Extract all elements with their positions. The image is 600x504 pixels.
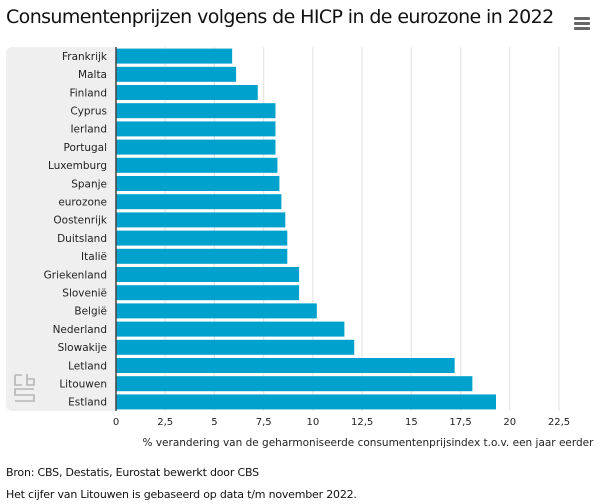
source-note: Bron: CBS, Destatis, Eurostat bewerkt do… — [6, 466, 259, 479]
x-tick-label: 5 — [211, 417, 217, 428]
bar[interactable] — [116, 85, 258, 100]
bar[interactable] — [116, 376, 473, 392]
category-label-panel — [6, 47, 116, 411]
bar[interactable] — [116, 139, 276, 155]
category-label: Spanje — [71, 178, 107, 190]
bar[interactable] — [116, 248, 288, 264]
bar[interactable] — [116, 48, 233, 64]
category-label: België — [74, 306, 107, 318]
bars — [116, 48, 496, 410]
chart-title: Consumentenprijzen volgens de HICP in de… — [6, 6, 554, 28]
bar[interactable] — [116, 285, 300, 301]
x-tick-label: 22,5 — [548, 417, 570, 428]
category-label: Cyprus — [70, 106, 107, 118]
gridlines — [164, 47, 560, 411]
category-label: eurozone — [58, 197, 107, 209]
x-tick-label: 20 — [503, 417, 516, 428]
bar[interactable] — [116, 230, 288, 246]
bar[interactable] — [116, 176, 280, 191]
category-label: Luxemburg — [48, 160, 107, 172]
category-label: Oostenrijk — [53, 215, 108, 227]
bar[interactable] — [116, 121, 276, 137]
category-label: Griekenland — [44, 269, 107, 281]
bar[interactable] — [116, 394, 496, 410]
cbs-logo-icon — [14, 374, 35, 402]
menu-line — [574, 17, 590, 20]
category-label: Letland — [68, 360, 107, 372]
x-tick-label: 2,5 — [157, 417, 173, 428]
bar[interactable] — [116, 358, 455, 373]
category-label: Nederland — [53, 324, 107, 336]
bar-chart: Frankrijk Malta Finland Cyprus Ierland Portug… — [44, 47, 595, 449]
bar[interactable] — [116, 103, 276, 119]
category-label: Estland — [68, 397, 107, 409]
bar[interactable] — [116, 321, 345, 337]
bar[interactable] — [116, 157, 278, 173]
bar[interactable] — [116, 66, 237, 82]
category-label: Litouwen — [59, 379, 107, 391]
bar[interactable] — [116, 267, 300, 282]
category-label: Duitsland — [57, 233, 107, 245]
category-label: Ierland — [70, 124, 107, 136]
bar[interactable] — [116, 212, 286, 228]
x-tick-label: 12,5 — [351, 417, 373, 428]
category-label: Slowakije — [58, 342, 107, 354]
category-label: Slovenië — [62, 288, 107, 300]
bar[interactable] — [116, 194, 282, 210]
footnote: Het cijfer van Litouwen is gebaseerd op … — [6, 488, 357, 501]
category-label: Portugal — [64, 142, 108, 154]
menu-line — [574, 22, 590, 25]
category-label: Finland — [69, 87, 107, 99]
category-label: Italië — [81, 251, 107, 263]
x-tick-label: 7,5 — [256, 417, 272, 428]
x-tick-label: 17,5 — [449, 417, 471, 428]
menu-line — [574, 27, 590, 30]
bar[interactable] — [116, 339, 355, 355]
x-axis-title: % verandering van de geharmoniseerde con… — [143, 437, 595, 449]
x-tick-label: 10 — [307, 417, 320, 428]
hamburger-menu-icon[interactable] — [574, 17, 590, 31]
tick-labels: 0 2,5 5 7,5 10 12,5 15 17,5 20 22,5 — [113, 417, 570, 428]
x-tick-label: 15 — [405, 417, 418, 428]
category-label: Malta — [78, 69, 107, 81]
category-labels: Frankrijk Malta Finland Cyprus Ierland Portug… — [44, 51, 108, 409]
x-tick-label: 0 — [113, 417, 119, 428]
bar[interactable] — [116, 303, 317, 319]
category-label: Frankrijk — [62, 51, 108, 63]
